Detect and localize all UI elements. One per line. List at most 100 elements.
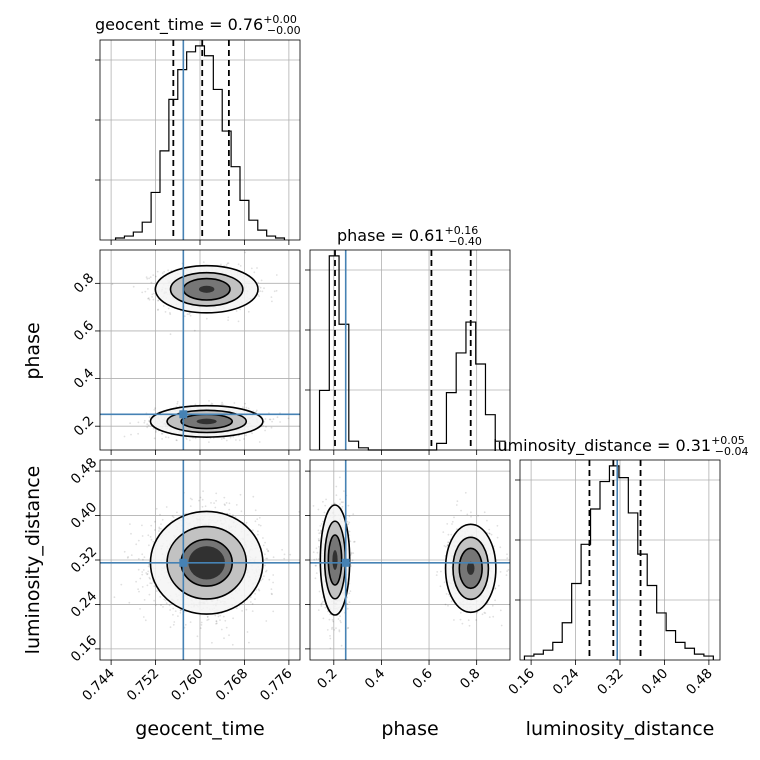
histogram-step-line	[114, 45, 286, 240]
sample-point	[322, 500, 324, 503]
sample-point	[194, 437, 197, 440]
sample-point	[260, 279, 263, 282]
sample-point	[164, 311, 167, 313]
sample-point	[148, 298, 151, 301]
2d-geocent_time-phase-ytick-label: 0.4	[71, 365, 98, 392]
sample-point	[155, 507, 158, 510]
sample-point	[324, 504, 327, 507]
sample-point	[141, 573, 144, 576]
sample-point	[148, 593, 151, 596]
panel-hist-geocent-time	[95, 39, 301, 245]
sample-point	[228, 508, 231, 511]
sample-point	[137, 568, 140, 571]
sample-point	[265, 569, 268, 572]
sample-point	[331, 626, 334, 629]
sample-point	[189, 312, 191, 314]
sample-point	[225, 626, 228, 629]
sample-point	[141, 553, 144, 556]
sample-point	[189, 621, 192, 623]
sample-point	[287, 417, 290, 420]
sample-point	[346, 603, 349, 605]
sample-point	[147, 297, 149, 300]
sample-point	[202, 261, 205, 263]
sample-point	[232, 435, 235, 438]
sample-point	[252, 495, 255, 498]
sample-point	[338, 476, 341, 479]
sample-point	[183, 315, 186, 318]
sample-point	[148, 416, 151, 418]
sample-point	[273, 290, 276, 293]
sample-point	[252, 410, 255, 412]
sample-point	[204, 505, 207, 508]
sample-point	[158, 527, 161, 530]
sample-point	[264, 418, 267, 420]
sample-point	[158, 526, 161, 529]
sample-point	[232, 514, 234, 516]
sample-point	[266, 557, 269, 560]
sample-point	[175, 439, 178, 441]
sample-point	[176, 511, 178, 514]
sample-point	[141, 586, 144, 588]
sample-point	[240, 510, 243, 513]
sample-point	[275, 289, 278, 292]
sample-point	[238, 439, 241, 442]
sample-point	[343, 490, 345, 492]
sample-point	[247, 310, 250, 313]
sample-point	[135, 543, 138, 546]
sample-point	[145, 572, 148, 574]
sample-point	[264, 564, 266, 567]
sample-point	[149, 536, 152, 538]
sample-point	[229, 436, 232, 439]
sample-point	[265, 620, 268, 622]
sample-point	[159, 596, 162, 598]
histogram-step-line	[318, 255, 506, 451]
density-contour	[196, 418, 217, 425]
sample-point	[153, 599, 156, 602]
sample-point	[272, 418, 275, 420]
sample-point	[264, 429, 266, 432]
sample-point	[193, 329, 196, 332]
sample-point	[262, 424, 264, 427]
sample-point	[199, 496, 202, 499]
sample-point	[257, 588, 260, 591]
sample-point	[147, 424, 150, 427]
sample-point	[210, 502, 212, 504]
panel-content	[100, 250, 300, 450]
sample-point	[231, 643, 234, 646]
sample-point	[254, 509, 257, 512]
sample-point	[161, 438, 164, 440]
sample-point	[257, 530, 259, 533]
sample-point	[269, 418, 272, 421]
sample-point	[123, 550, 126, 553]
2d-geocent_time-phase-ytick-label: 0.6	[71, 318, 98, 345]
sample-point	[159, 513, 161, 516]
sample-point	[339, 498, 341, 501]
sample-point	[200, 624, 203, 626]
sample-point	[255, 409, 258, 412]
sample-point	[147, 420, 150, 422]
sample-point	[221, 401, 224, 404]
sample-point	[167, 436, 170, 439]
sample-point	[318, 590, 321, 593]
sample-point	[194, 403, 197, 406]
sample-point	[143, 421, 146, 424]
sample-point	[146, 277, 149, 280]
2d-geocent_time-phase-ytick-label: 0.2	[71, 413, 98, 440]
sample-point	[199, 627, 202, 629]
sample-point	[206, 616, 209, 618]
sample-point	[235, 310, 238, 312]
sample-point	[258, 441, 261, 443]
sample-point	[163, 598, 166, 601]
sample-point	[241, 610, 244, 612]
sample-point	[165, 436, 167, 438]
sample-point	[196, 635, 199, 638]
sample-point	[147, 288, 149, 290]
sample-point	[173, 621, 176, 623]
sample-point	[208, 441, 210, 443]
sample-point	[224, 619, 227, 622]
sample-point	[283, 553, 286, 556]
sample-point	[249, 601, 252, 603]
sample-point	[206, 615, 209, 618]
hist-luminosity_distance-xtick-label: 0.16	[505, 666, 538, 699]
hist-luminosity_distance-xtick-label: 0.32	[594, 666, 627, 699]
